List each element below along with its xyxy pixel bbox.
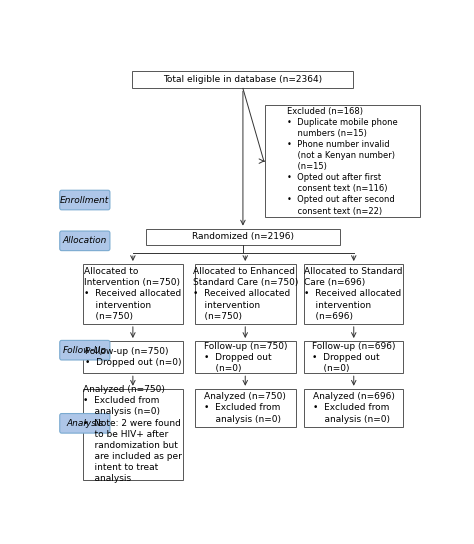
- FancyBboxPatch shape: [60, 190, 110, 210]
- Text: Analyzed (n=696)
•  Excluded from
    analysis (n=0): Analyzed (n=696) • Excluded from analysi…: [313, 392, 395, 424]
- FancyBboxPatch shape: [304, 388, 403, 427]
- FancyBboxPatch shape: [60, 341, 110, 360]
- FancyBboxPatch shape: [82, 388, 183, 480]
- Text: Follow-up (n=750)
•  Dropped out
    (n=0): Follow-up (n=750) • Dropped out (n=0): [203, 342, 287, 373]
- FancyBboxPatch shape: [195, 264, 296, 324]
- FancyBboxPatch shape: [82, 264, 183, 324]
- FancyBboxPatch shape: [195, 341, 296, 373]
- Text: Allocated to Standard
Care (n=696)
•  Received allocated
    intervention
    (n: Allocated to Standard Care (n=696) • Rec…: [304, 267, 403, 320]
- Text: Enrollment: Enrollment: [60, 195, 109, 205]
- FancyBboxPatch shape: [133, 71, 353, 88]
- Text: Analyzed (n=750)
•  Excluded from
    analysis (n=0)
•  Note: 2 were found
    t: Analyzed (n=750) • Excluded from analysi…: [83, 385, 182, 483]
- FancyBboxPatch shape: [264, 106, 419, 217]
- Text: Follow-up (n=750)
•  Dropped out (n=0): Follow-up (n=750) • Dropped out (n=0): [85, 347, 181, 367]
- FancyBboxPatch shape: [60, 413, 110, 433]
- Text: Allocation: Allocation: [63, 236, 107, 245]
- FancyBboxPatch shape: [195, 388, 296, 427]
- Text: Allocated to Enhanced
Standard Care (n=750)
•  Received allocated
    interventi: Allocated to Enhanced Standard Care (n=7…: [192, 267, 298, 320]
- Text: Follow-up (n=696)
•  Dropped out
    (n=0): Follow-up (n=696) • Dropped out (n=0): [312, 342, 395, 373]
- FancyBboxPatch shape: [60, 231, 110, 251]
- FancyBboxPatch shape: [304, 341, 403, 373]
- Text: Total eligible in database (n=2364): Total eligible in database (n=2364): [164, 76, 322, 84]
- Text: Allocated to
Intervention (n=750)
•  Received allocated
    intervention
    (n=: Allocated to Intervention (n=750) • Rece…: [84, 267, 182, 320]
- Text: Randomized (n=2196): Randomized (n=2196): [192, 232, 294, 242]
- FancyBboxPatch shape: [304, 264, 403, 324]
- FancyBboxPatch shape: [82, 341, 183, 373]
- Text: Follow-Up: Follow-Up: [63, 345, 107, 355]
- Text: Excluded (n=168)
•  Duplicate mobile phone
    numbers (n=15)
•  Phone number in: Excluded (n=168) • Duplicate mobile phon…: [287, 107, 398, 215]
- Text: Analysis: Analysis: [66, 419, 103, 428]
- FancyBboxPatch shape: [146, 228, 340, 245]
- Text: Analyzed (n=750)
•  Excluded from
    analysis (n=0): Analyzed (n=750) • Excluded from analysi…: [204, 392, 286, 424]
